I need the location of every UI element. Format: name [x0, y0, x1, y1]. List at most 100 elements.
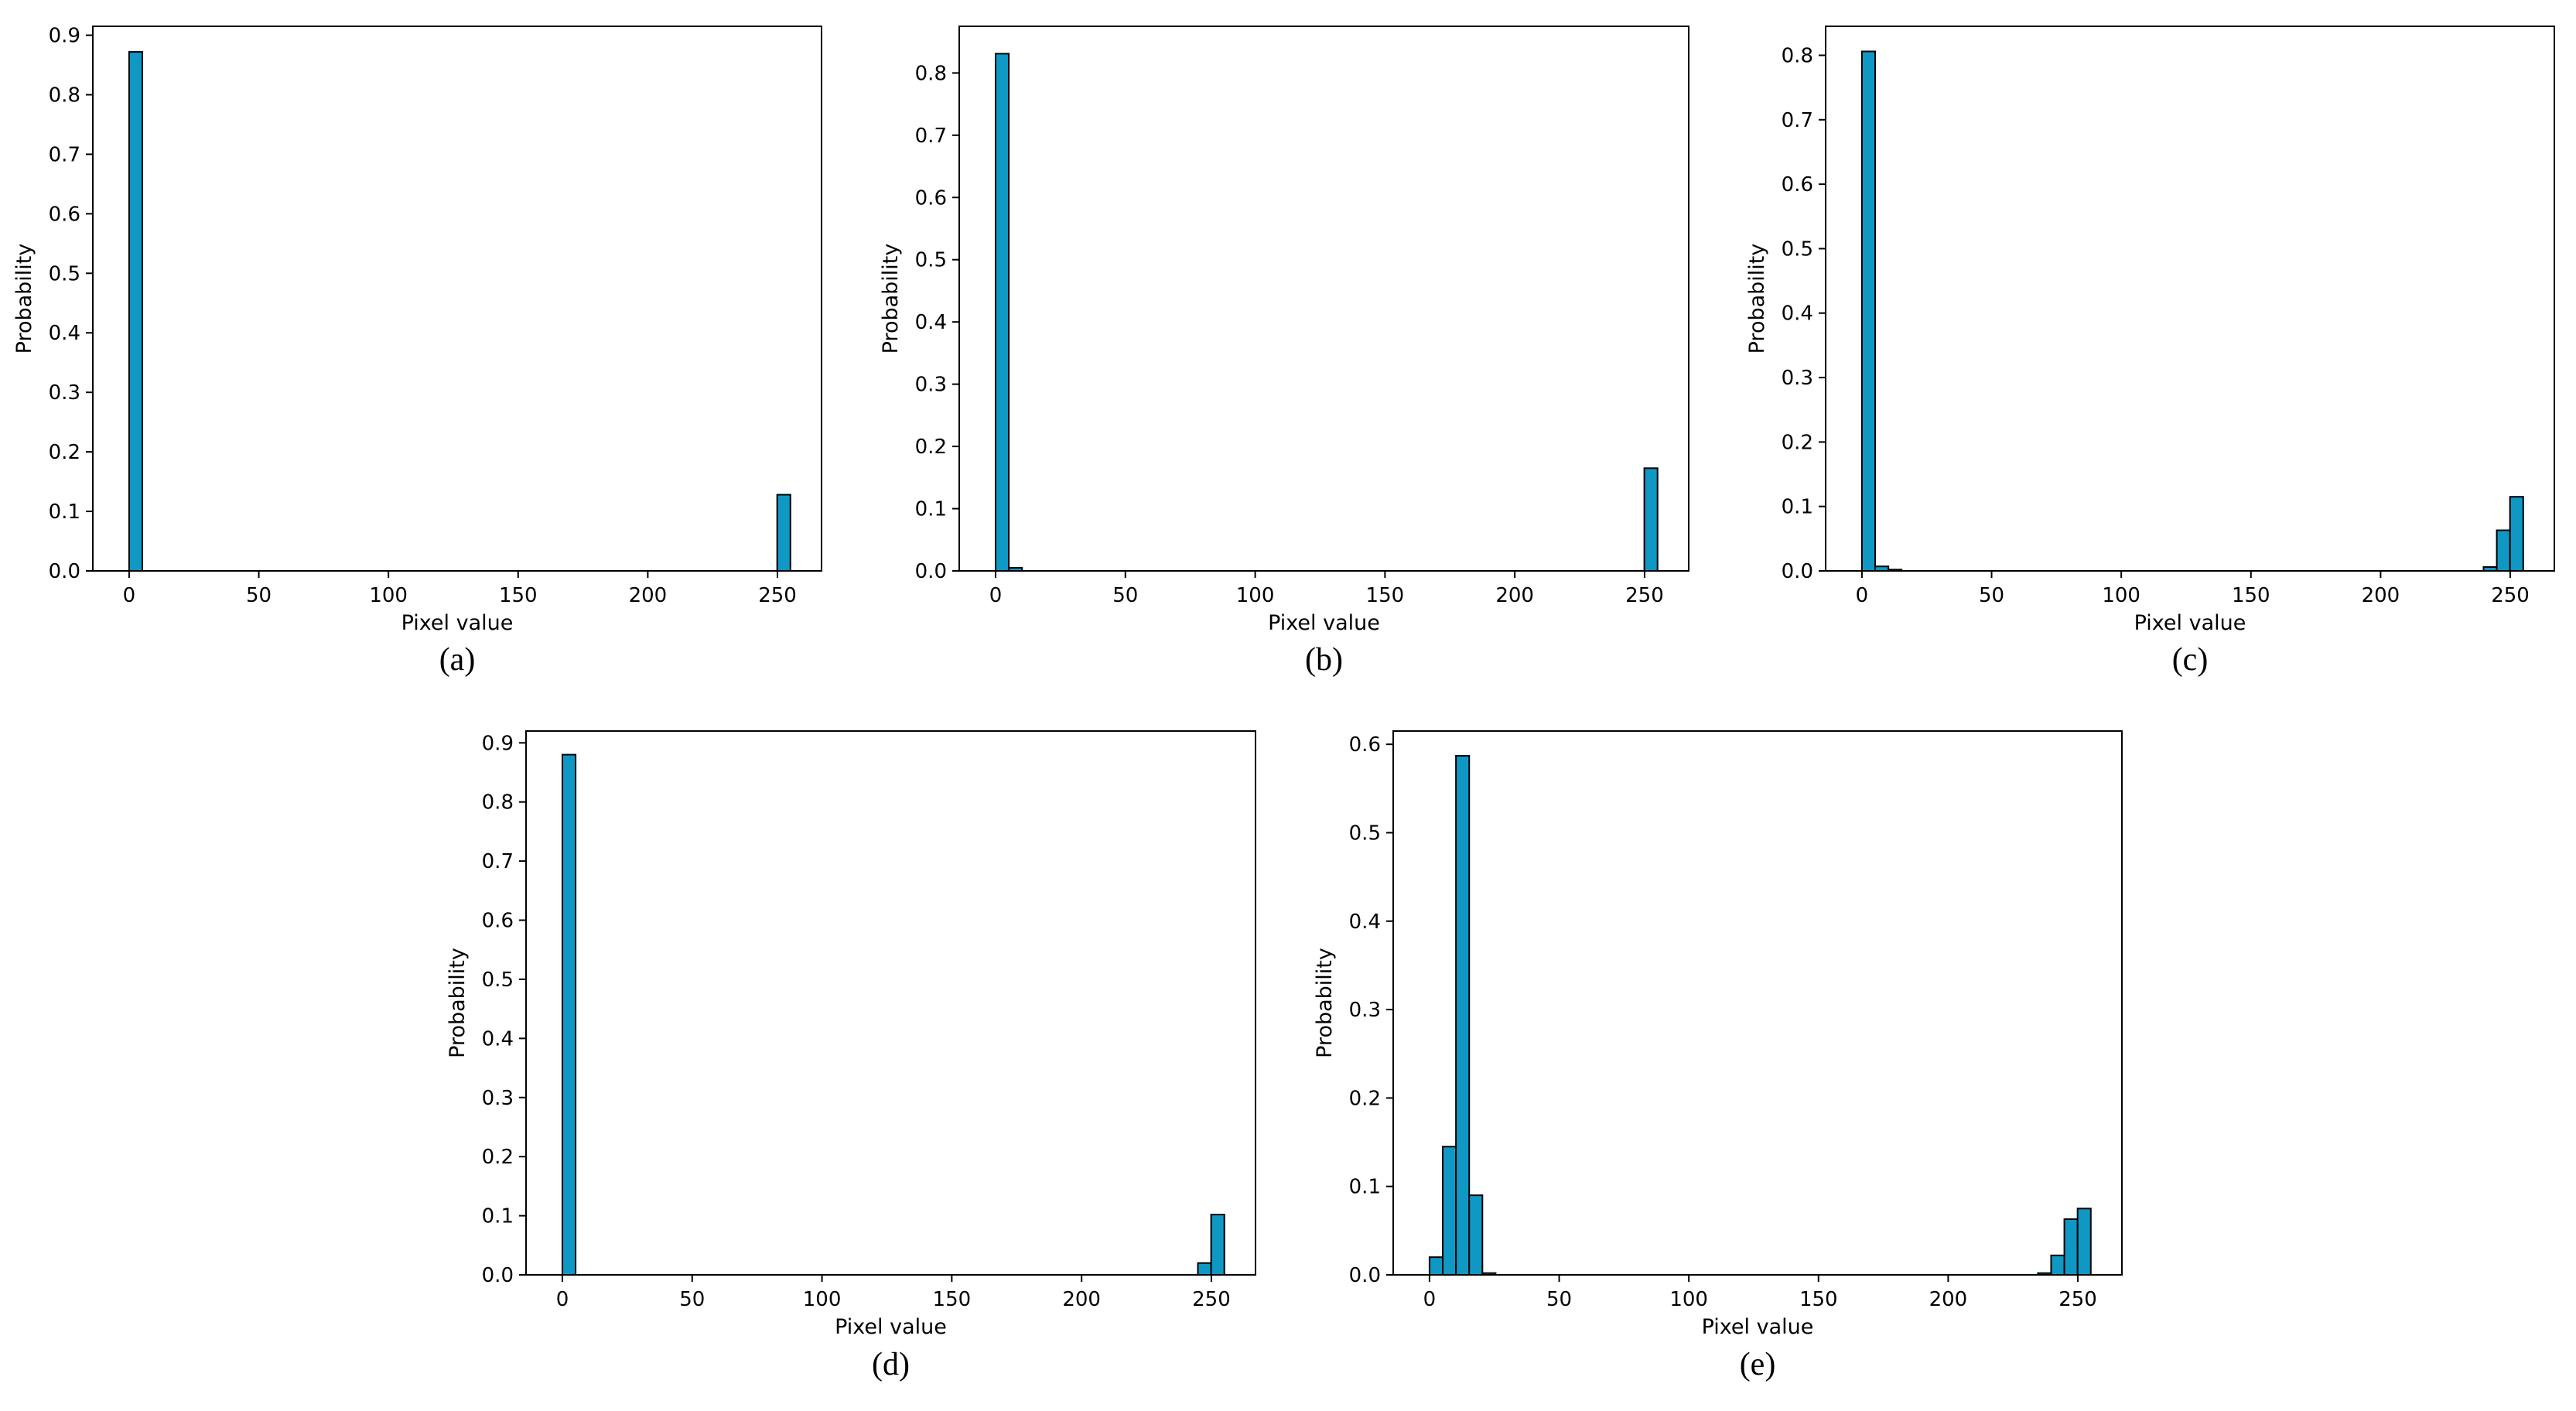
plot-frame [525, 730, 1256, 1276]
y-tick-label: 0.6 [1349, 733, 1381, 757]
y-tick-label: 0.7 [1782, 109, 1813, 132]
x-tick-label: 100 [2102, 584, 2140, 607]
bar [1210, 1214, 1225, 1276]
panel-c: 0 50 100 150 200 250 0.0 0.1 0.2 0.3 0.4 0.5 0.6 0.7 0… [1745, 26, 2555, 678]
y-tick-label: 0.3 [1782, 367, 1813, 390]
y-axis-label: Probability [879, 244, 903, 354]
panel-caption: (e) [1740, 1347, 1776, 1382]
y-tick-label: 0.3 [482, 1087, 514, 1110]
y-tick-label: 0.7 [49, 143, 80, 166]
y-tick-label: 0.8 [482, 791, 514, 815]
x-tick-label: 250 [1192, 1288, 1231, 1311]
x-tick-label: 150 [1799, 1288, 1838, 1311]
x-tick-label: 100 [1669, 1288, 1708, 1311]
y-tick-label: 0.2 [1349, 1087, 1381, 1110]
y-tick-label: 0.0 [1349, 1264, 1381, 1287]
bar [2496, 529, 2511, 572]
y-tick-label: 0.3 [1349, 999, 1381, 1022]
y-tick-label: 0.9 [49, 25, 80, 48]
y-tick-label: 0.4 [915, 311, 947, 334]
y-tick-label: 0.0 [482, 1264, 514, 1287]
bar [1643, 467, 1659, 572]
x-tick-label: 50 [1112, 584, 1138, 607]
y-tick-label: 0.5 [1349, 822, 1381, 845]
y-tick-label: 0.8 [49, 84, 80, 107]
x-tick-label: 150 [499, 584, 538, 607]
y-tick-label: 0.4 [49, 322, 80, 345]
bar [1442, 1146, 1457, 1276]
y-tick-label: 0.1 [915, 498, 947, 521]
x-tick-label: 50 [246, 584, 272, 607]
y-tick-label: 0.1 [482, 1205, 514, 1228]
panel-caption: (a) [439, 642, 476, 678]
plot-frame [1825, 26, 2555, 572]
y-tick-label: 0.7 [482, 850, 514, 873]
y-tick-label: 0.2 [49, 441, 80, 464]
bar [2050, 1254, 2065, 1276]
x-tick-label: 200 [2362, 584, 2400, 607]
x-tick-label: 250 [758, 584, 797, 607]
panel-b: 0 50 100 150 200 250 0.0 0.1 0.2 0.3 0.4 0.5 0.6 0.7 0… [879, 26, 1689, 678]
y-tick-label: 0.3 [49, 381, 80, 405]
bar [994, 53, 1010, 572]
y-tick-label: 0.3 [915, 374, 947, 397]
x-tick-label: 200 [1495, 584, 1534, 607]
bar [2076, 1208, 2092, 1276]
y-tick-label: 0.4 [482, 1027, 514, 1051]
y-tick-label: 0.4 [1349, 910, 1381, 934]
bar [1468, 1194, 1484, 1276]
x-tick-label: 200 [1929, 1288, 1968, 1311]
x-tick-label: 0 [556, 1288, 569, 1311]
x-tick-label: 250 [2058, 1288, 2097, 1311]
y-axis-label: Probability [446, 948, 470, 1058]
bar [128, 51, 144, 572]
y-tick-label: 0.2 [482, 1146, 514, 1169]
y-tick-label: 0.0 [915, 560, 947, 583]
plot-frame [1392, 730, 2123, 1276]
bar [776, 494, 791, 572]
x-tick-label: 50 [1979, 584, 2004, 607]
y-tick-label: 0.6 [482, 910, 514, 933]
x-tick-label: 200 [1062, 1288, 1101, 1311]
x-axis-label: Pixel value [401, 611, 514, 635]
panel-caption: (d) [872, 1347, 910, 1382]
bar [1455, 755, 1471, 1276]
x-tick-label: 50 [1546, 1288, 1572, 1311]
y-tick-label: 0.2 [915, 436, 947, 459]
x-tick-label: 0 [1856, 584, 1869, 607]
x-axis-label: Pixel value [835, 1315, 947, 1339]
x-tick-label: 250 [1625, 584, 1664, 607]
x-tick-label: 200 [629, 584, 668, 607]
bar [1197, 1262, 1212, 1276]
y-tick-label: 0.2 [1782, 431, 1813, 454]
y-tick-label: 0.7 [915, 125, 947, 148]
plot-frame [92, 26, 822, 572]
panel-a: 0 50 100 150 200 250 0.0 0.1 0.2 0.3 0.4 0.5 0.6 0.7 0… [12, 25, 822, 678]
x-tick-label: 150 [933, 1288, 972, 1311]
y-tick-label: 0.6 [915, 186, 947, 210]
y-tick-label: 0.8 [1782, 44, 1813, 67]
x-tick-label: 0 [123, 584, 136, 607]
y-tick-label: 0.5 [482, 969, 514, 992]
y-tick-label: 0.8 [915, 62, 947, 85]
bar [561, 753, 577, 1276]
y-tick-label: 0.6 [49, 203, 80, 226]
y-axis-label: Probability [1313, 948, 1337, 1058]
x-tick-label: 50 [679, 1288, 705, 1311]
panel-d: 0 50 100 150 200 250 0.0 0.1 0.2 0.3 0.4 0.5 0.6 0.7 0… [446, 730, 1256, 1382]
panel-caption: (b) [1305, 642, 1343, 678]
y-axis-label: Probability [1745, 244, 1769, 354]
y-tick-label: 0.5 [1782, 237, 1813, 261]
x-tick-label: 0 [989, 584, 1003, 607]
bar [2509, 496, 2524, 572]
x-axis-label: Pixel value [1268, 611, 1380, 635]
bar [2063, 1218, 2079, 1276]
panel-caption: (c) [2172, 642, 2209, 678]
y-tick-label: 0.0 [49, 560, 80, 583]
x-tick-label: 100 [1236, 584, 1275, 607]
y-tick-label: 0.6 [1782, 173, 1813, 196]
panel-e: 0 50 100 150 200 250 0.0 0.1 0.2 0.3 0.4 0.5 0.6 Pixe… [1313, 730, 2123, 1382]
y-tick-label: 0.1 [1349, 1176, 1381, 1199]
x-tick-label: 100 [369, 584, 408, 607]
